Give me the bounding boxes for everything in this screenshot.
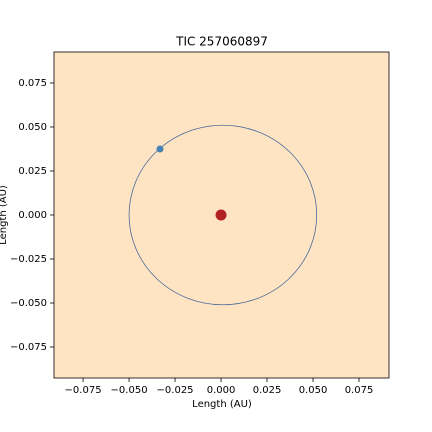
x-tick-label: −0.075 — [65, 385, 102, 396]
x-axis-label: Length (AU) — [192, 399, 252, 410]
x-tick-label: 0.025 — [253, 385, 282, 396]
x-tick-label: −0.025 — [157, 385, 194, 396]
y-tick-label: −0.075 — [10, 342, 47, 353]
y-axis-label: Length (AU) — [0, 185, 9, 245]
y-tick-label: 0.050 — [18, 122, 47, 133]
orbit — [128, 124, 318, 306]
x-tick-label: −0.050 — [111, 385, 148, 396]
y-tick-label: −0.025 — [10, 254, 47, 265]
planet — [156, 145, 164, 153]
chart-title: TIC 257060897 — [175, 35, 268, 49]
x-tick-label: 0.000 — [207, 385, 236, 396]
y-tick-label: 0.000 — [18, 210, 47, 221]
y-tick-label: −0.050 — [10, 298, 47, 309]
y-tick-label: 0.075 — [18, 78, 47, 89]
x-tick-label: 0.050 — [299, 385, 328, 396]
star — [215, 209, 227, 221]
y-tick-label: 0.025 — [18, 166, 47, 177]
x-tick-label: 0.075 — [345, 385, 374, 396]
